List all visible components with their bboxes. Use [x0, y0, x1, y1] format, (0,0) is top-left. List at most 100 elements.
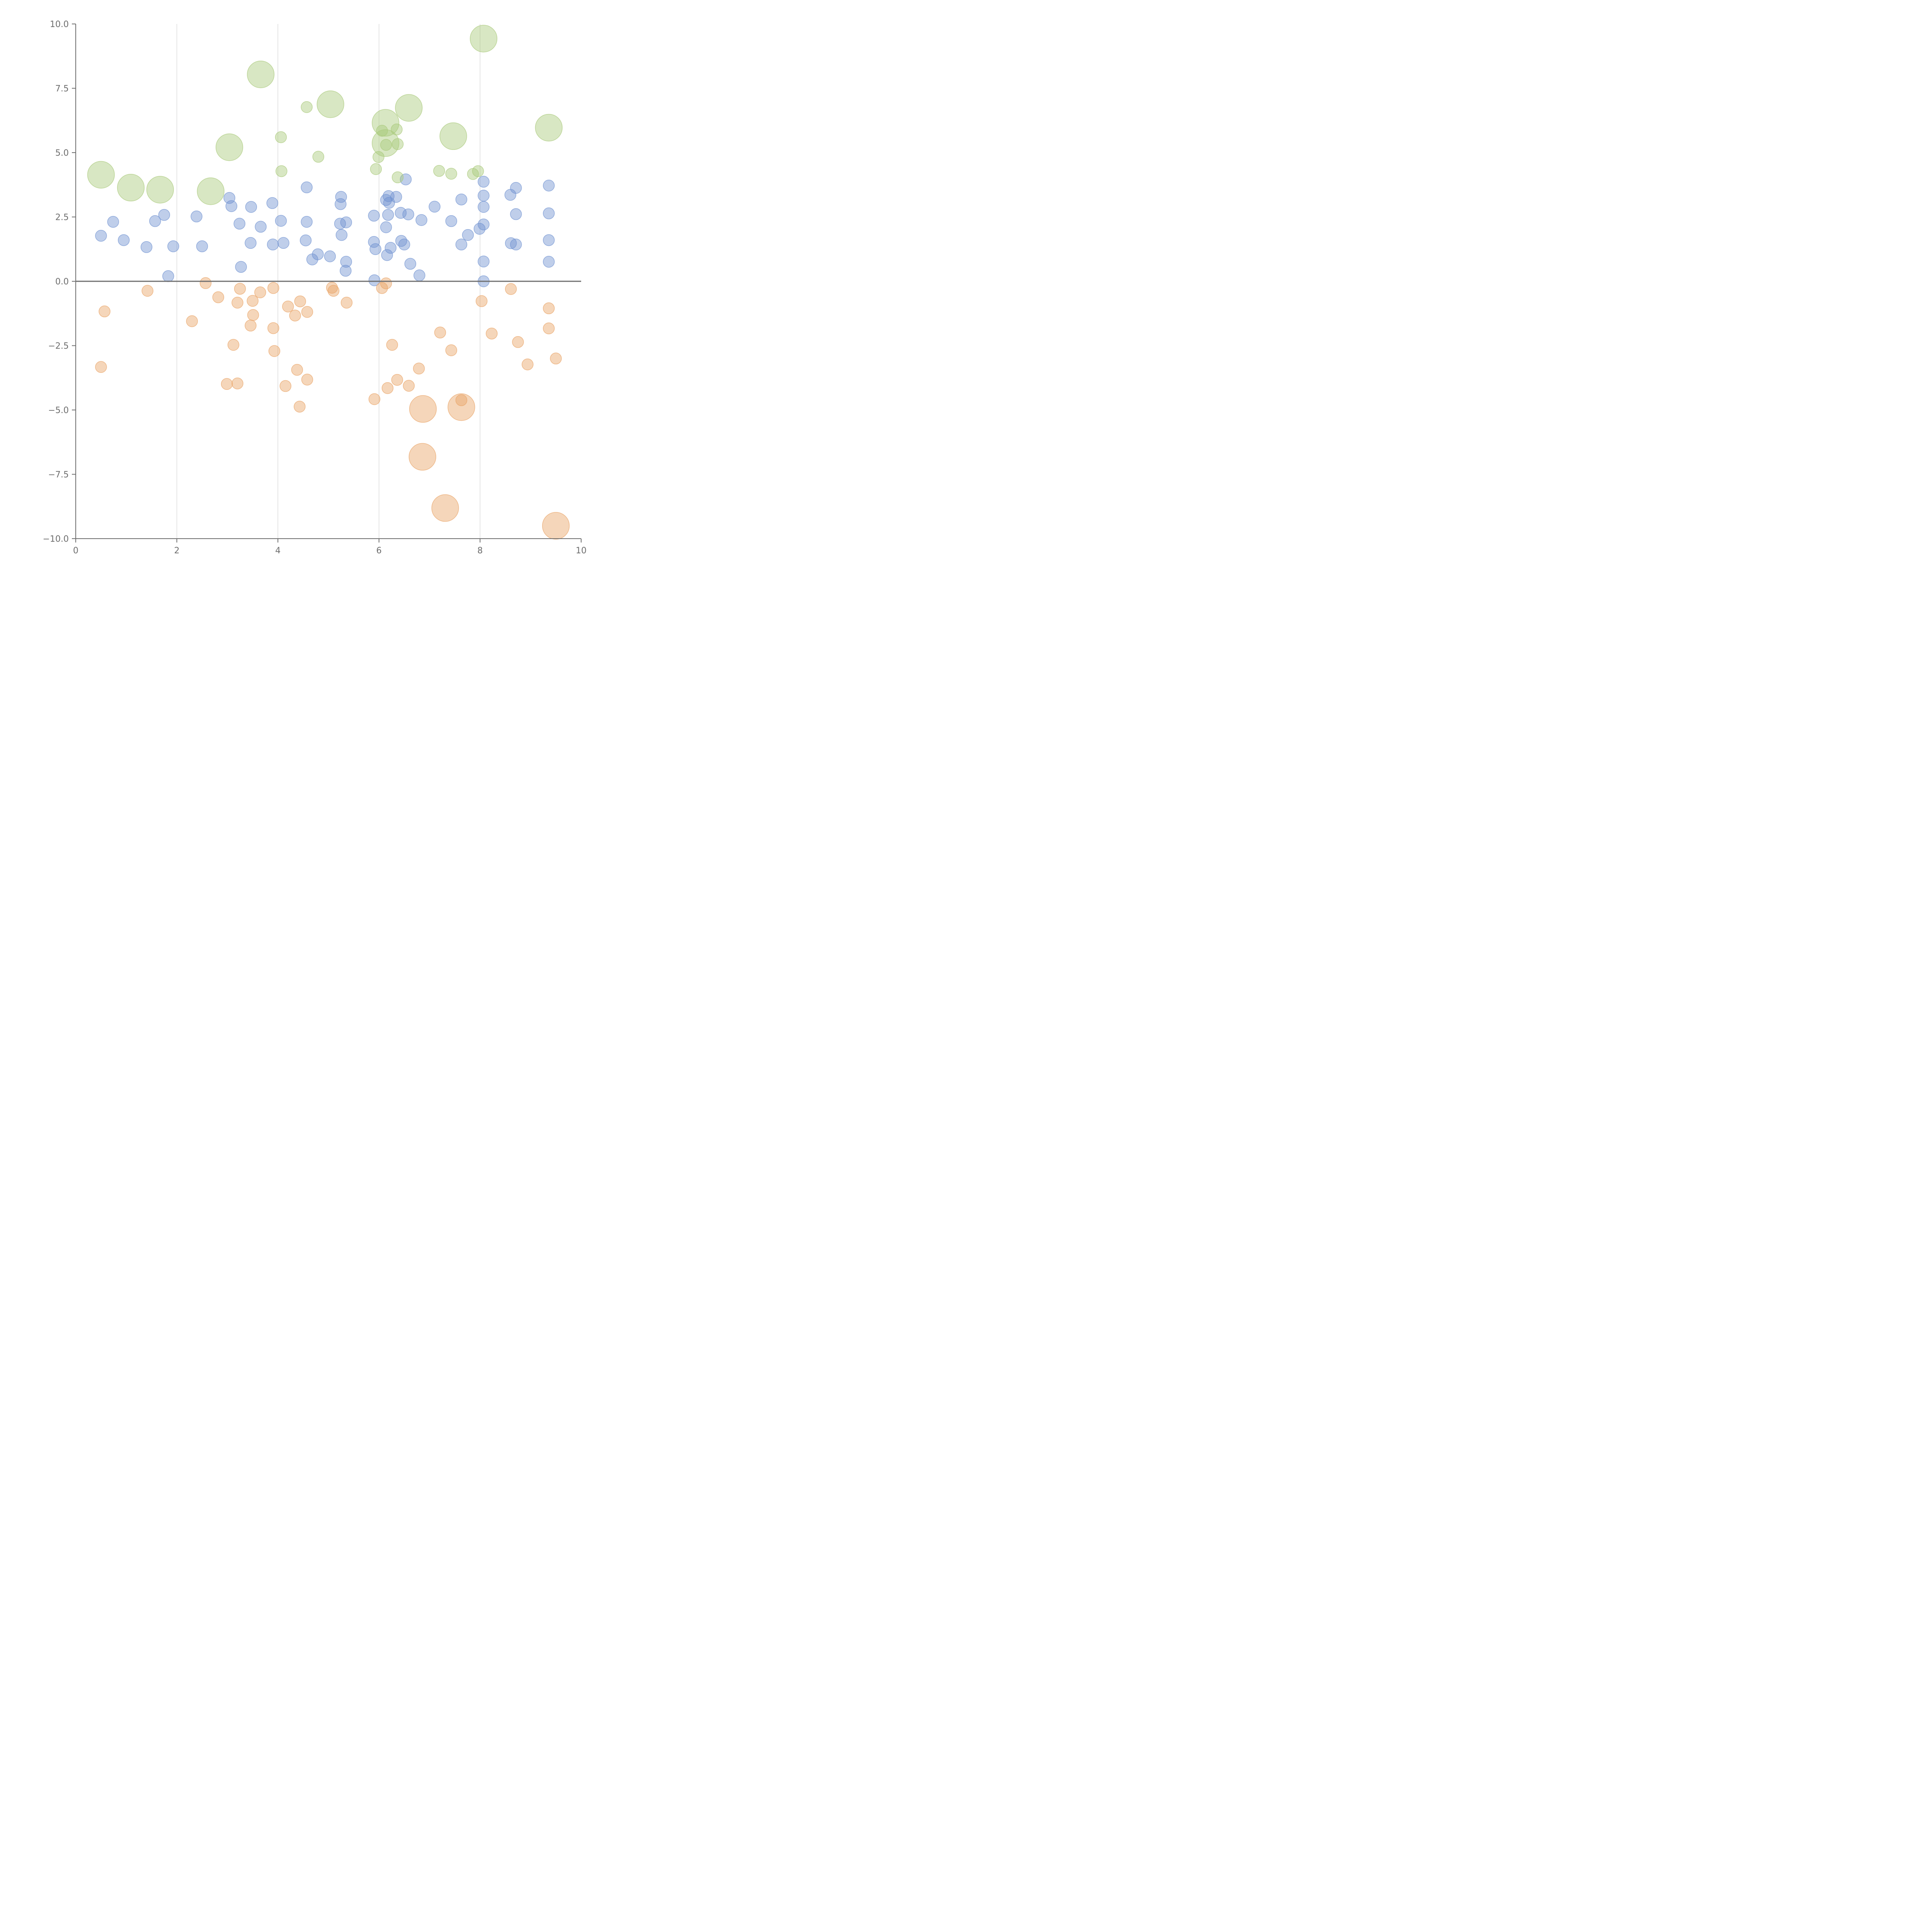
data-point-orange — [445, 344, 457, 356]
y-tick-label: 7.5 — [55, 84, 69, 94]
data-point-blue — [245, 201, 257, 213]
y-tick-label: 2.5 — [55, 213, 69, 223]
data-point-orange — [301, 374, 313, 386]
data-point-orange — [212, 291, 224, 303]
data-point-orange — [227, 339, 240, 351]
x-tick-label: 10 — [576, 546, 587, 556]
data-point-green — [301, 101, 313, 113]
y-tick-label: −10.0 — [43, 534, 69, 544]
data-point-blue — [149, 215, 161, 227]
data-point-blue — [390, 191, 402, 203]
data-point-orange — [231, 297, 243, 309]
data-point-blue — [299, 234, 312, 247]
data-point-blue — [107, 216, 119, 228]
data-point-green — [316, 90, 344, 118]
data-point-blue — [402, 208, 414, 221]
data-point-orange — [455, 394, 468, 406]
data-point-blue — [510, 208, 522, 220]
data-point-orange — [431, 494, 459, 522]
data-point-blue — [196, 240, 208, 252]
data-point-green — [535, 114, 563, 141]
y-tick-label: −5.0 — [48, 406, 69, 415]
data-point-blue — [473, 223, 486, 235]
data-point-blue — [267, 238, 279, 251]
data-point-blue — [455, 238, 468, 251]
data-point-blue — [301, 181, 313, 194]
data-point-orange — [512, 336, 524, 348]
data-point-orange — [409, 395, 437, 423]
data-point-green — [391, 123, 403, 136]
data-point-green — [372, 109, 400, 137]
data-point-blue — [543, 207, 555, 219]
data-point-blue — [368, 274, 381, 286]
data-point-blue — [158, 209, 170, 221]
data-point-orange — [368, 393, 381, 405]
data-point-blue — [368, 209, 380, 222]
x-tick-label: 2 — [174, 546, 180, 556]
scatter-chart: −10.0 −7.5 −5.0 −2.5 0.0 2.5 5.0 7.5 10.0 0 2 4 6 8 10 — [43, 20, 587, 556]
data-point-orange — [279, 380, 292, 392]
data-point-orange — [289, 310, 301, 321]
data-point-green — [395, 94, 423, 122]
data-point-blue — [543, 234, 555, 246]
data-point-blue — [445, 215, 457, 227]
data-point-orange — [447, 393, 475, 421]
data-point-orange — [434, 327, 446, 338]
data-point-orange — [340, 297, 353, 309]
data-point-blue — [140, 241, 153, 253]
data-point-green — [117, 174, 145, 202]
data-point-orange — [543, 302, 555, 315]
data-point-blue — [277, 237, 289, 249]
data-point-blue — [380, 221, 392, 233]
data-point-green — [472, 165, 484, 177]
data-point-orange — [282, 301, 294, 313]
data-point-orange — [550, 352, 562, 365]
data-point-orange — [413, 362, 425, 375]
data-point-blue — [478, 255, 490, 267]
data-point-blue — [340, 216, 352, 228]
data-point-green — [87, 161, 115, 189]
data-point-green — [380, 139, 392, 151]
data-point-blue — [340, 265, 352, 277]
data-point-orange — [505, 283, 517, 295]
data-point-green — [370, 163, 382, 175]
data-point-blue — [312, 248, 324, 260]
data-point-blue — [335, 198, 347, 210]
data-point-blue — [255, 221, 267, 233]
data-point-blue — [233, 218, 246, 230]
data-point-green — [372, 129, 400, 157]
data-point-orange — [234, 283, 246, 295]
data-point-orange — [326, 282, 338, 294]
y-tick-label: 5.0 — [55, 148, 69, 158]
data-point-blue — [383, 190, 395, 202]
data-point-blue — [478, 176, 490, 188]
data-point-blue — [510, 182, 522, 194]
y-tick-label: 10.0 — [50, 20, 69, 29]
data-point-blue — [404, 258, 417, 270]
data-point-blue — [334, 218, 346, 230]
data-point-blue — [395, 207, 407, 219]
data-point-orange — [380, 277, 392, 289]
data-point-blue — [398, 238, 410, 251]
data-point-orange — [231, 378, 243, 389]
data-point-blue — [415, 214, 427, 226]
data-point-blue — [275, 215, 287, 227]
data-point-blue — [455, 193, 468, 206]
data-points — [87, 25, 570, 540]
data-point-blue — [381, 249, 393, 261]
data-point-green — [372, 151, 384, 163]
data-point-green — [391, 138, 404, 150]
data-point-orange — [294, 401, 306, 413]
y-tick-label: 0.0 — [55, 277, 69, 287]
x-tick-label: 6 — [376, 546, 382, 556]
data-point-blue — [335, 229, 348, 241]
data-point-orange — [268, 345, 281, 357]
data-point-green — [391, 171, 404, 184]
data-point-green — [247, 60, 275, 88]
data-point-orange — [247, 309, 259, 321]
data-point-blue — [543, 256, 555, 268]
data-point-orange — [542, 512, 570, 540]
data-point-orange — [386, 339, 398, 351]
data-point-blue — [118, 234, 130, 246]
data-point-green — [439, 122, 467, 150]
